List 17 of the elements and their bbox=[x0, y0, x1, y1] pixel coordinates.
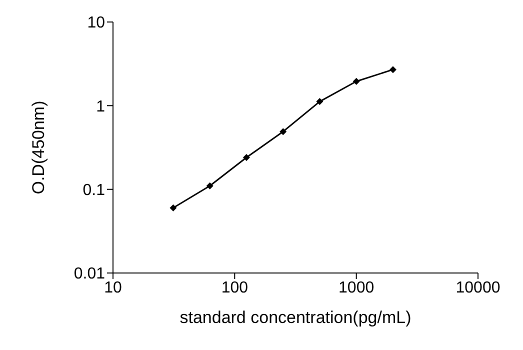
point bbox=[280, 128, 287, 136]
x-tick-label: 10 bbox=[104, 279, 122, 296]
point bbox=[206, 182, 214, 190]
x-tick-label: 1000 bbox=[338, 279, 374, 296]
point bbox=[170, 204, 177, 212]
y-tick-label: 0.1 bbox=[82, 182, 106, 200]
y-tick-label: 1 bbox=[96, 98, 106, 116]
point bbox=[316, 98, 324, 106]
x-tick-label: 100 bbox=[221, 279, 248, 296]
point bbox=[352, 78, 360, 85]
y-tick-label: 10 bbox=[87, 14, 106, 32]
point bbox=[389, 66, 396, 74]
y-axis-title: O.D(450nm) bbox=[29, 100, 48, 194]
point bbox=[242, 154, 250, 162]
x-axis-title: standard concentration(pg/mL) bbox=[180, 308, 412, 327]
x-tick-label: 10000 bbox=[456, 279, 500, 296]
y-tick-label: 0.01 bbox=[74, 266, 106, 283]
